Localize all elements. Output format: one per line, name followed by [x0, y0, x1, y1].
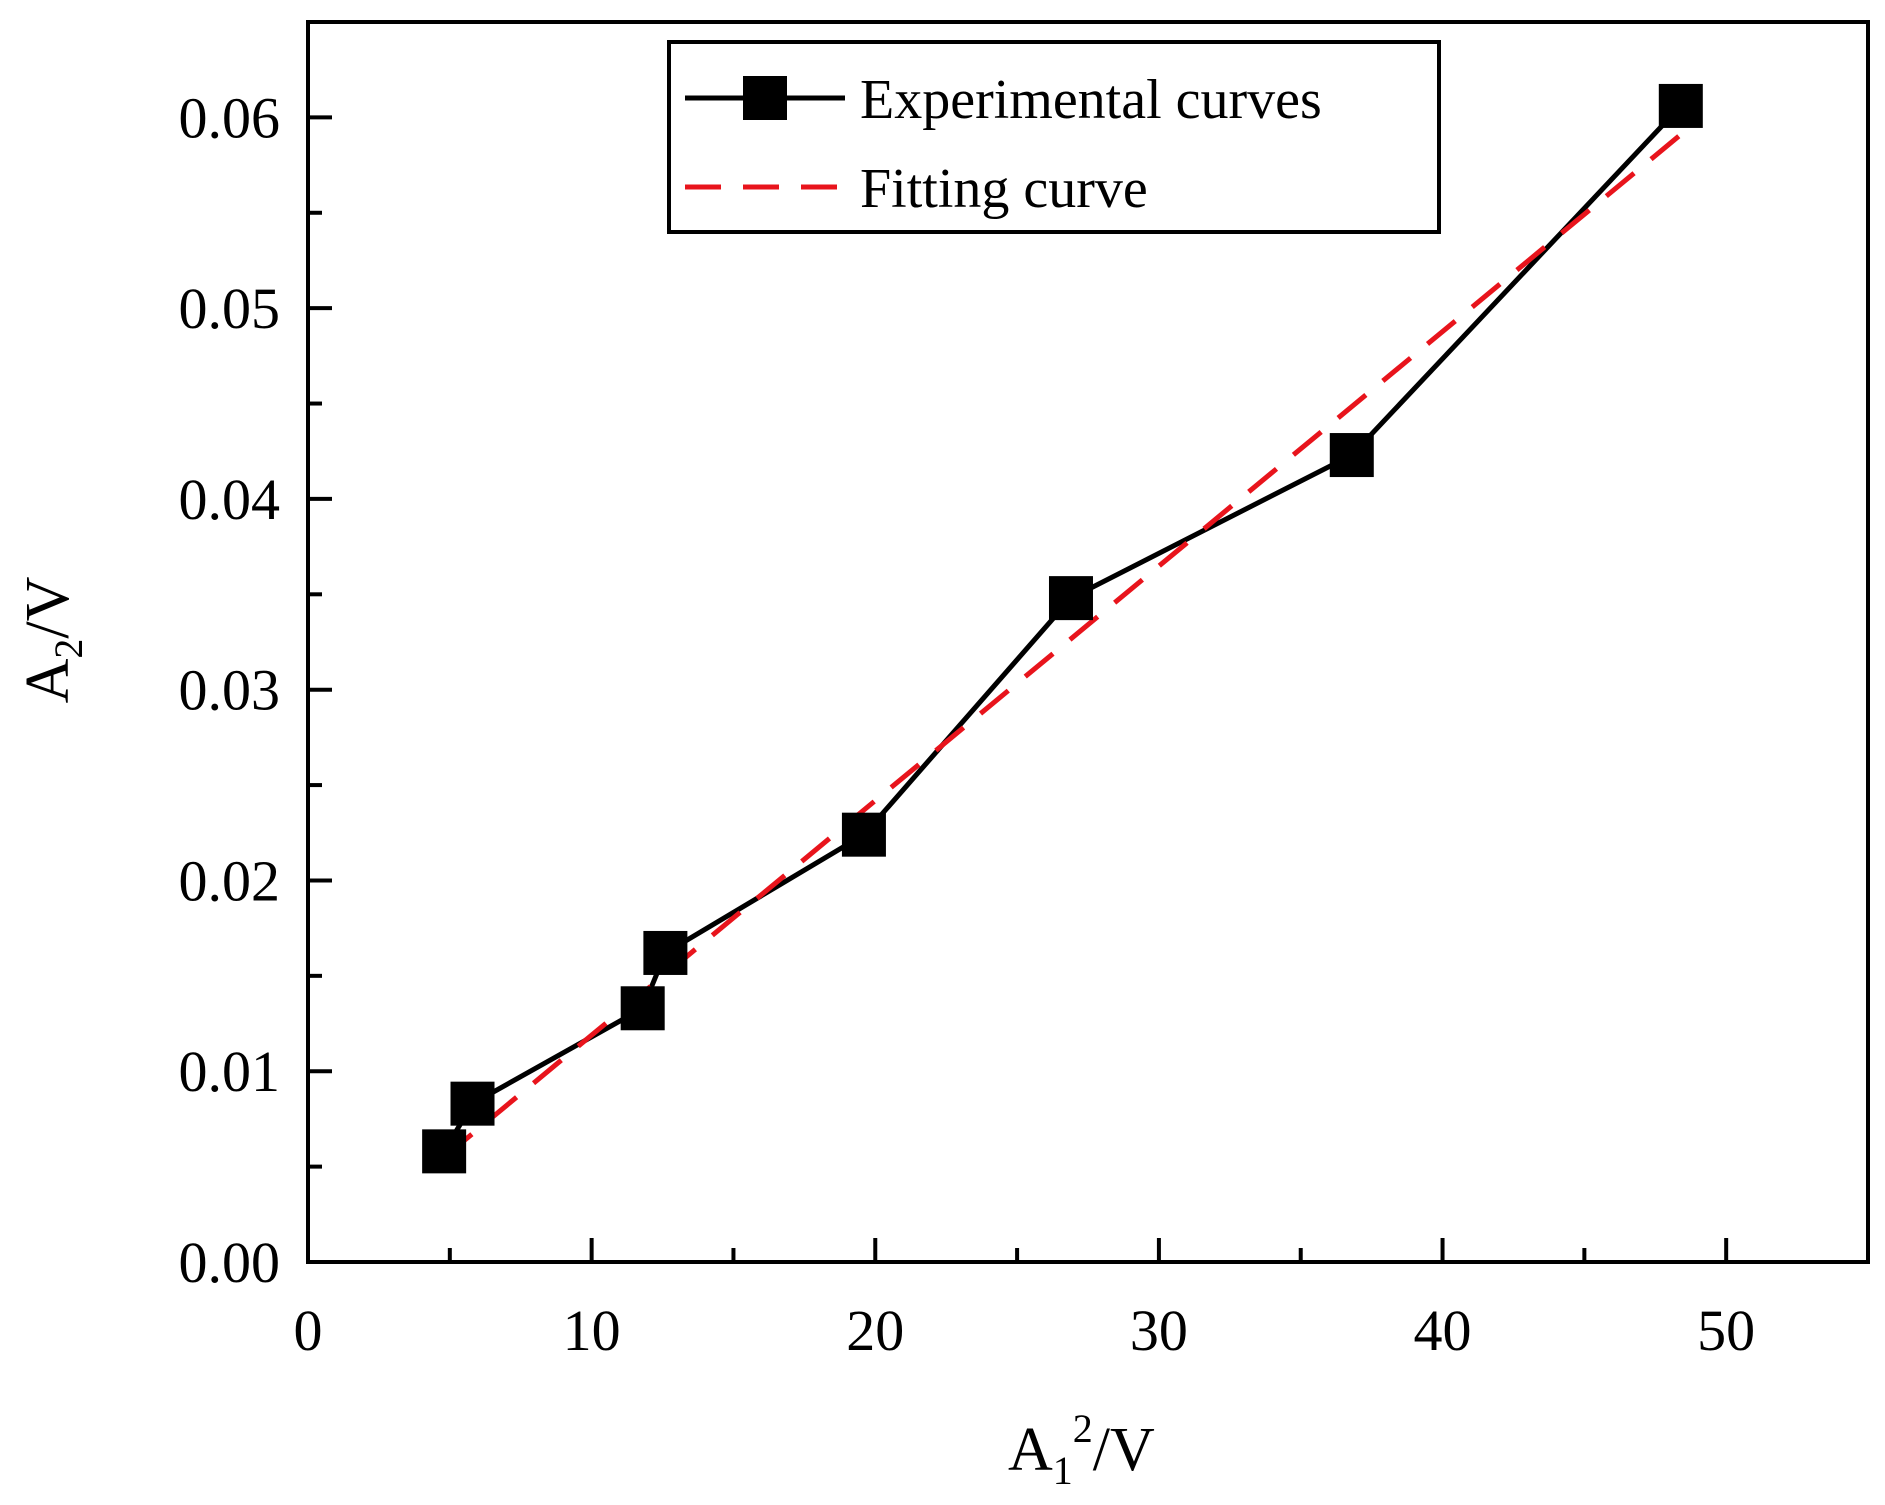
y-axis-title: A2/V — [14, 576, 91, 703]
plot-series — [422, 83, 1703, 1174]
legend-box — [667, 40, 1441, 234]
y-tick-label: 0.05 — [179, 276, 281, 341]
experimental-point-marker — [1048, 576, 1093, 621]
experimental-point-marker — [450, 1081, 495, 1126]
legend-experimental-marker — [743, 76, 787, 120]
experimental-point-marker — [620, 986, 665, 1031]
experimental-point-marker — [422, 1129, 467, 1174]
legend-experimental-label: Experimental curves — [860, 69, 1322, 131]
x-tick-label: 30 — [1130, 1298, 1188, 1363]
y-tick-label: 0.06 — [179, 85, 281, 150]
x-axis-title: A12/V — [1008, 1406, 1155, 1493]
y-tick-label: 0.02 — [179, 848, 281, 913]
y-tick-label: 0.01 — [179, 1039, 281, 1104]
x-tick-label: 0 — [294, 1298, 323, 1363]
experimental-point-marker — [1329, 433, 1374, 478]
x-tick-label: 40 — [1414, 1298, 1472, 1363]
legend-fitting-label: Fitting curve — [860, 158, 1148, 220]
experimental-point-marker — [643, 930, 688, 975]
x-tick-label: 50 — [1697, 1298, 1755, 1363]
x-tick-label: 10 — [563, 1298, 621, 1363]
experimental-point-marker — [1658, 83, 1703, 128]
plot-frame — [306, 20, 1870, 1264]
axes: 0 10 20 30 40 50 0.00 0.01 0.02 0.03 0.04 0.05 0.06 A… — [14, 20, 1870, 1493]
x-tick-label: 20 — [846, 1298, 904, 1363]
y-tick-label: 0.04 — [179, 467, 281, 532]
experimental-point-marker — [841, 812, 886, 857]
y-tick-label: 0.03 — [179, 658, 281, 723]
y-tick-label: 0.00 — [179, 1230, 281, 1295]
legend: Experimental curves Fitting curve — [667, 40, 1441, 234]
